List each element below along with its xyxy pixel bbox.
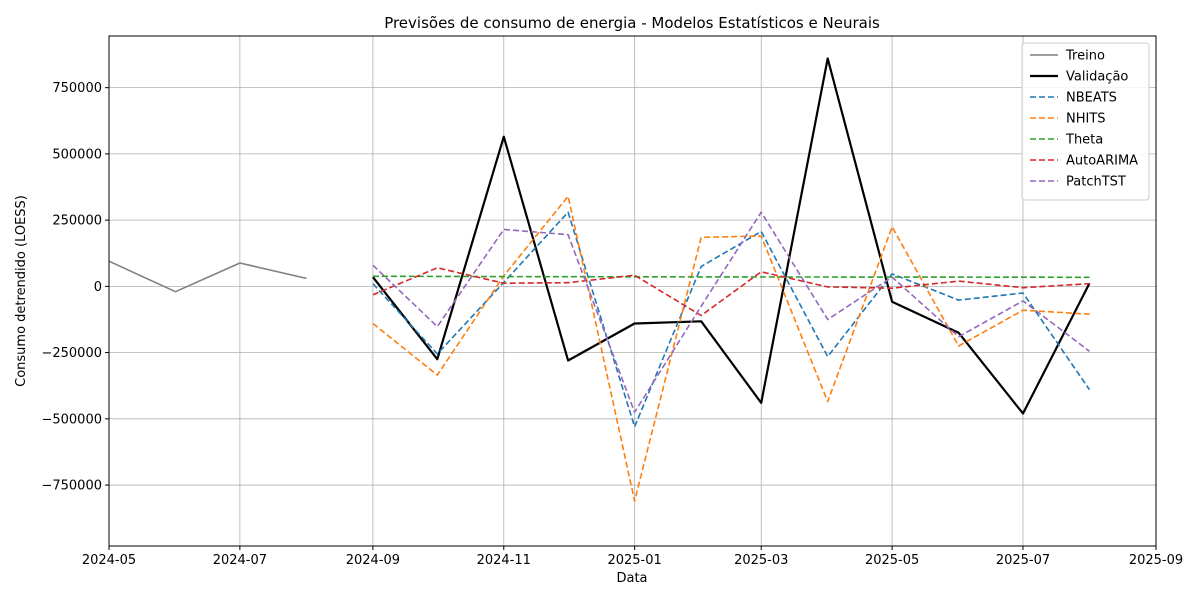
ticks: 2024-05 2024-07 2024-09 2024-11 2025-01 2025-… [41,81,1183,568]
legend-label-nbeats: NBEATS [1066,91,1117,106]
x-tick-label: 2024-09 [346,553,400,568]
y-axis-label: Consumo detrendido (LOESS) [14,195,29,387]
series-line-nbeats [372,211,1091,428]
x-tick-label: 2025-07 [996,553,1050,568]
grid [108,36,1157,546]
y-tick-label: 250000 [52,214,102,229]
legend-label-autoarima: AutoARIMA [1066,154,1138,169]
legend-label-nhits: NHITS [1066,112,1106,127]
legend-label-valida-o: Validação [1066,70,1128,85]
x-tick-label: 2025-05 [865,553,919,568]
series-line-autoarima [372,266,1090,317]
plot-frame [108,35,1157,547]
y-tick-label: −750000 [41,479,102,494]
x-tick-label: 2025-09 [1129,553,1183,568]
y-tick-label: 750000 [52,81,102,96]
y-tick-label: −500000 [41,412,102,427]
y-tick-label: 0 [94,280,102,295]
x-tick-label: 2024-05 [82,553,136,568]
legend-label-treino: Treino [1065,49,1105,64]
y-tick-label: 500000 [52,147,102,162]
series-line-theta [372,275,1090,279]
series-layer [108,57,1091,502]
series-line-treino [108,260,307,293]
x-axis-label: Data [616,571,647,586]
y-tick-label: −250000 [41,346,102,361]
x-tick-label: 2025-01 [607,553,661,568]
series-line-patchtst [372,211,1090,414]
legend-label-theta: Theta [1065,133,1103,148]
x-tick-label: 2024-11 [477,553,531,568]
legend-label-patchtst: PatchTST [1066,175,1126,190]
series-line-valida-o [372,57,1091,415]
chart-title: Previsões de consumo de energia - Modelo… [384,14,880,32]
x-tick-label: 2024-07 [213,553,267,568]
legend: Treino Validação NBEATS NHITS Theta AutoARIMA… [1021,42,1150,201]
series-line-nhits [372,195,1090,502]
x-tick-label: 2025-03 [734,553,788,568]
